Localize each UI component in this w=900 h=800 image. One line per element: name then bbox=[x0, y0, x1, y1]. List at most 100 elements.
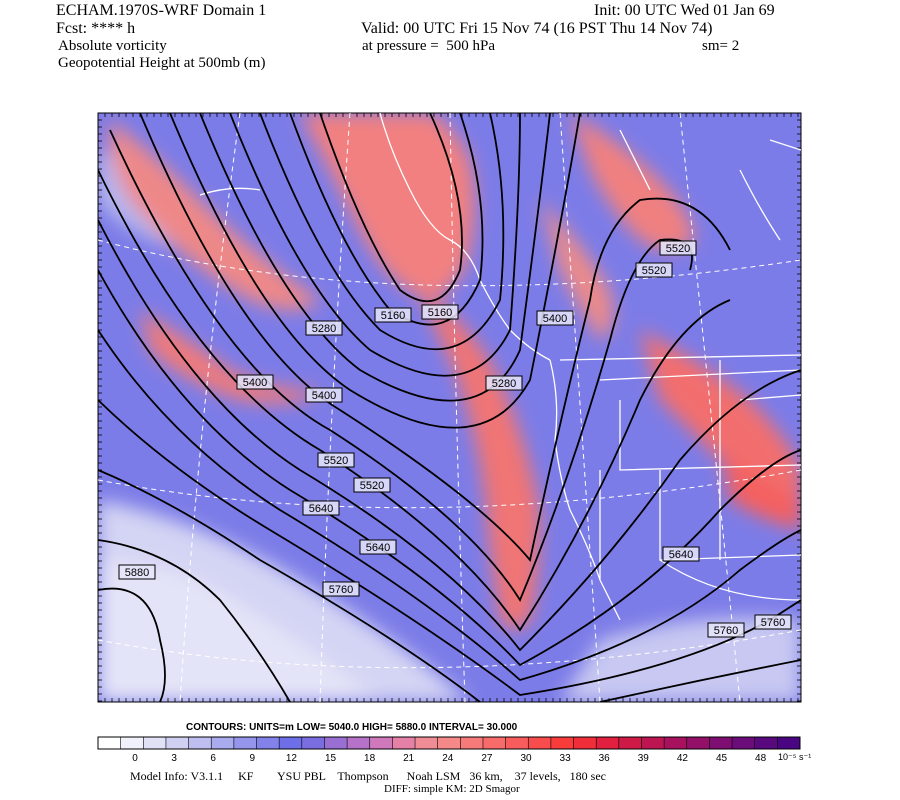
colorbar-cell bbox=[460, 737, 484, 749]
model-info: Model Info: V3.1.1 KF YSU PBL Thompson N… bbox=[130, 769, 606, 783]
colorbar-cell bbox=[143, 737, 167, 749]
colorbar-tick-label: 3 bbox=[171, 753, 177, 764]
colorbar-tick-label: 24 bbox=[442, 753, 454, 764]
colorbar-cell bbox=[482, 737, 506, 749]
contour-label-text: 5880 bbox=[125, 567, 149, 579]
colorbar-cell bbox=[233, 737, 257, 749]
colorbar-ticks: 0 3 6 9 12 15 18 21 24 27 30 33 36 39 42 45 48 bbox=[132, 753, 766, 764]
contour-label-text: 5760 bbox=[714, 625, 738, 637]
smoothing: sm= 2 bbox=[702, 38, 740, 54]
map-frame bbox=[97, 112, 802, 703]
colorbar-tick-label: 39 bbox=[638, 753, 650, 764]
colorbar-units: 10⁻⁵ s⁻¹ bbox=[778, 752, 811, 762]
valid-time: Valid: 00 UTC Fri 15 Nov 74 (16 PST Thu … bbox=[361, 20, 713, 37]
colorbar-tick-label: 33 bbox=[560, 753, 572, 764]
colorbar-cell bbox=[165, 737, 189, 749]
colorbar-tick-label: 9 bbox=[250, 753, 256, 764]
colorbar-cell bbox=[528, 737, 552, 749]
contour-label: 5280 bbox=[485, 375, 523, 391]
contour-label: 5760 bbox=[754, 614, 792, 630]
colorbar-cell bbox=[324, 737, 348, 749]
contour-label: 5160 bbox=[421, 304, 459, 320]
colorbar-tick-label: 12 bbox=[286, 753, 298, 764]
field-name-contour: Geopotential Height at 500mb (m) bbox=[58, 55, 266, 71]
contour-label-text: 5640 bbox=[366, 542, 390, 554]
contour-label: 5640 bbox=[359, 539, 397, 555]
colorbar-tick-label: 48 bbox=[755, 753, 767, 764]
contour-label: 5280 bbox=[305, 320, 343, 336]
colorbar-cell bbox=[415, 737, 438, 749]
diff-info: DIFF: simple KM: 2D Smagor bbox=[384, 783, 520, 795]
map-ticks bbox=[97, 112, 801, 702]
colorbar-cell bbox=[279, 737, 303, 749]
contour-label-text: 5520 bbox=[642, 265, 666, 277]
colorbar-cell bbox=[392, 737, 416, 749]
pressure-level: at pressure = 500 hPa bbox=[362, 38, 496, 54]
colorbar-cell bbox=[256, 737, 280, 749]
contour-label: 5400 bbox=[236, 374, 274, 390]
height-contours bbox=[98, 113, 801, 702]
contour-label: 5160 bbox=[374, 307, 412, 323]
contour-label-text: 5520 bbox=[360, 480, 384, 492]
contour-label-text: 5640 bbox=[669, 549, 693, 561]
colorbar-cell bbox=[347, 737, 371, 749]
colorbar-cell bbox=[437, 737, 461, 749]
colorbar-cell bbox=[188, 737, 212, 749]
colorbar-cell bbox=[732, 737, 756, 749]
colorbar-cell bbox=[505, 737, 529, 749]
contour-label: 5520 bbox=[635, 262, 673, 278]
contour-label-text: 5280 bbox=[312, 323, 336, 335]
contour-label-text: 5640 bbox=[309, 503, 333, 515]
colorbar-cell bbox=[641, 737, 665, 749]
colorbar-cell bbox=[664, 737, 688, 749]
colorbar-tick-label: 45 bbox=[716, 753, 728, 764]
contour-label-text: 5520 bbox=[324, 455, 348, 467]
colorbar-tick-label: 36 bbox=[599, 753, 611, 764]
contour-label: 5520 bbox=[317, 452, 355, 468]
contour-label: 5520 bbox=[353, 477, 391, 493]
colorbar-tick-label: 15 bbox=[325, 753, 337, 764]
colorbar-cell bbox=[686, 737, 710, 749]
lat-lon-grid bbox=[98, 113, 801, 702]
colorbar-tick-label: 18 bbox=[364, 753, 376, 764]
contour-label: 5760 bbox=[707, 622, 745, 638]
colorbar-tick-label: 21 bbox=[403, 753, 415, 764]
colorbar-cell bbox=[98, 737, 121, 749]
colorbar-tick-label: 30 bbox=[520, 753, 532, 764]
contour-label-text: 5760 bbox=[329, 584, 353, 596]
contour-label-text: 5400 bbox=[543, 313, 567, 325]
colorbar-cell bbox=[596, 737, 620, 749]
colorbar-tick-label: 0 bbox=[132, 753, 138, 764]
contour-label: 5760 bbox=[322, 581, 360, 597]
colorbar-cell bbox=[120, 737, 144, 749]
colorbar-cell bbox=[301, 737, 325, 749]
colorbar-cell bbox=[573, 737, 597, 749]
colorbar-cell bbox=[777, 737, 801, 749]
colorbar-tick-label: 27 bbox=[481, 753, 493, 764]
contours-info: CONTOURS: UNITS=m LOW= 5040.0 HIGH= 5880… bbox=[186, 722, 518, 733]
colorbar-cell bbox=[709, 737, 733, 749]
contour-label: 5640 bbox=[662, 546, 700, 562]
colorbar-cell bbox=[211, 737, 235, 749]
contour-label-text: 5760 bbox=[761, 617, 785, 629]
colorbar-cell bbox=[369, 737, 393, 749]
contour-label-text: 5280 bbox=[492, 378, 516, 390]
contour-label-text: 5520 bbox=[666, 243, 690, 255]
contour-label-text: 5160 bbox=[381, 310, 405, 322]
field-name-shaded: Absolute vorticity bbox=[58, 38, 167, 54]
contour-label-text: 5400 bbox=[312, 390, 336, 402]
init-time: Init: 00 UTC Wed 01 Jan 69 bbox=[594, 2, 775, 19]
contour-label: 5520 bbox=[659, 240, 697, 256]
contour-label: 5640 bbox=[302, 500, 340, 516]
contour-label: 5400 bbox=[536, 310, 574, 326]
contour-label: 5880 bbox=[118, 564, 156, 580]
colorbar bbox=[97, 737, 801, 749]
forecast-hour: Fcst: **** h bbox=[56, 20, 136, 37]
contour-label-text: 5160 bbox=[428, 307, 452, 319]
colorbar-cell bbox=[618, 737, 642, 749]
colorbar-cell bbox=[754, 737, 778, 749]
vorticity-field bbox=[98, 113, 801, 702]
model-title: ECHAM.1970S-WRF Domain 1 bbox=[56, 2, 267, 19]
